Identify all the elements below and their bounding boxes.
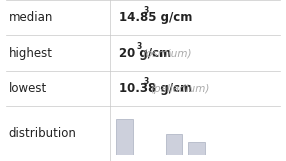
Text: (palladium): (palladium)	[150, 84, 210, 94]
Text: 3: 3	[144, 77, 149, 86]
Bar	[116, 119, 133, 155]
Bar	[188, 142, 205, 155]
Text: median: median	[9, 11, 53, 24]
Text: 14.85 g/cm: 14.85 g/cm	[119, 11, 192, 24]
Text: 20 g/cm: 20 g/cm	[119, 47, 171, 60]
Text: (osmium): (osmium)	[143, 48, 192, 58]
Text: lowest: lowest	[9, 82, 47, 95]
Text: distribution: distribution	[9, 127, 76, 140]
Text: 10.38 g/cm: 10.38 g/cm	[119, 82, 192, 95]
Bar	[166, 134, 182, 155]
Text: 3: 3	[136, 42, 142, 51]
Text: 3: 3	[144, 6, 149, 15]
Text: highest: highest	[9, 47, 53, 60]
